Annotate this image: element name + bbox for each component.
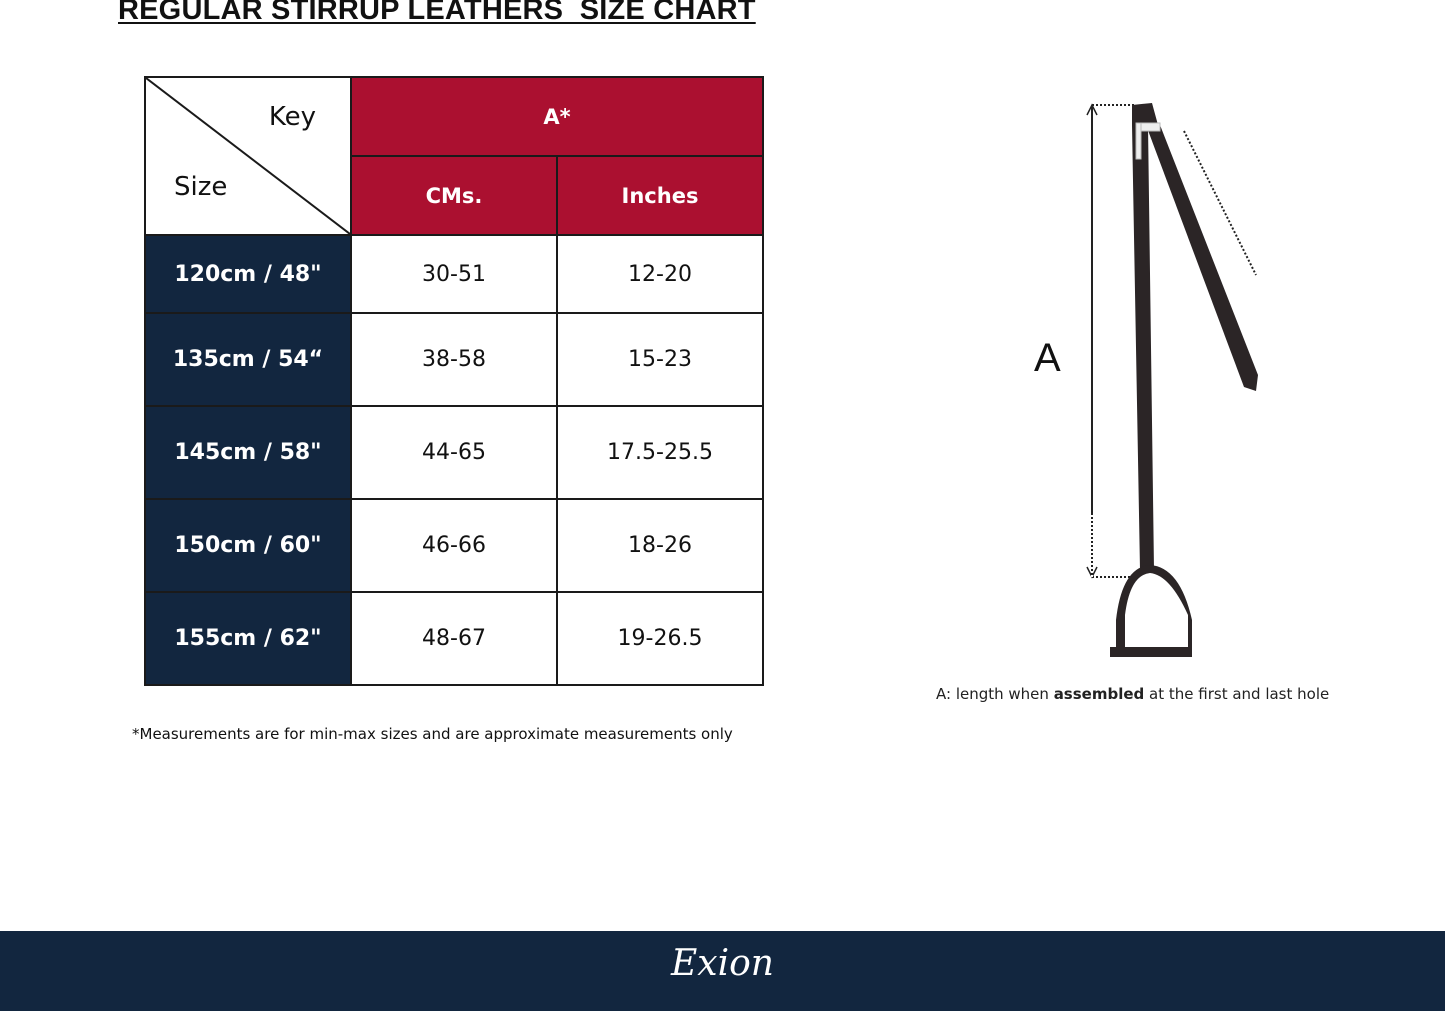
inches-cell: 19-26.5 bbox=[556, 591, 764, 686]
cms-cell: 38-58 bbox=[350, 312, 558, 407]
caption-bold-text: assembled bbox=[1053, 685, 1145, 703]
key-label: Key bbox=[268, 102, 316, 132]
cms-cell: 48-67 bbox=[350, 591, 558, 686]
footer-bar: Exion bbox=[0, 931, 1445, 1011]
cms-cell: 46-66 bbox=[350, 498, 558, 593]
stirrup-iron bbox=[1116, 565, 1192, 657]
key-size-corner-cell: Key Size bbox=[144, 76, 352, 236]
inches-cell: 15-23 bbox=[556, 312, 764, 407]
size-chart-table: Key Size A* CMs. Inches 120cm / 48" 30-5… bbox=[144, 76, 764, 686]
table-row: 150cm / 60" 46-66 18-26 bbox=[144, 498, 764, 593]
table-row: 135cm / 54“ 38-58 15-23 bbox=[144, 312, 764, 407]
diagram-caption: A: length when assembled at the first an… bbox=[936, 685, 1329, 703]
caption-text: A: length when bbox=[936, 685, 1054, 703]
strap-holes bbox=[1173, 145, 1230, 273]
size-cell: 150cm / 60" bbox=[144, 498, 352, 593]
column-header-inches: Inches bbox=[556, 155, 764, 236]
size-cell: 135cm / 54“ bbox=[144, 312, 352, 407]
inches-cell: 12-20 bbox=[556, 234, 764, 314]
caption-text: at the first and last hole bbox=[1144, 685, 1330, 703]
cms-cell: 30-51 bbox=[350, 234, 558, 314]
stirrup-leather-illustration bbox=[1086, 103, 1258, 657]
inches-cell: 17.5-25.5 bbox=[556, 405, 764, 500]
table-row: 145cm / 58" 44-65 17.5-25.5 bbox=[144, 405, 764, 500]
size-cell: 120cm / 48" bbox=[144, 234, 352, 314]
page-title: REGULAR STIRRUP LEATHERS SIZE CHART bbox=[118, 0, 756, 26]
brand-logo: Exion bbox=[671, 943, 774, 984]
cms-cell: 44-65 bbox=[350, 405, 558, 500]
size-cell: 155cm / 62" bbox=[144, 591, 352, 686]
leather-strap bbox=[1132, 103, 1158, 570]
table-row: 155cm / 62" 48-67 19-26.5 bbox=[144, 591, 764, 686]
column-header-cms: CMs. bbox=[350, 155, 558, 236]
inches-cell: 18-26 bbox=[556, 498, 764, 593]
group-header-a: A* bbox=[350, 76, 764, 157]
dimension-label-a: A bbox=[1034, 336, 1061, 380]
measurement-note: *Measurements are for min-max sizes and … bbox=[132, 725, 733, 743]
size-cell: 145cm / 58" bbox=[144, 405, 352, 500]
diagonal-divider bbox=[146, 78, 350, 234]
size-label: Size bbox=[174, 172, 228, 202]
leather-tail bbox=[1146, 125, 1258, 391]
adjustment-range-line bbox=[1183, 130, 1257, 276]
table-row: 120cm / 48" 30-51 12-20 bbox=[144, 234, 764, 314]
